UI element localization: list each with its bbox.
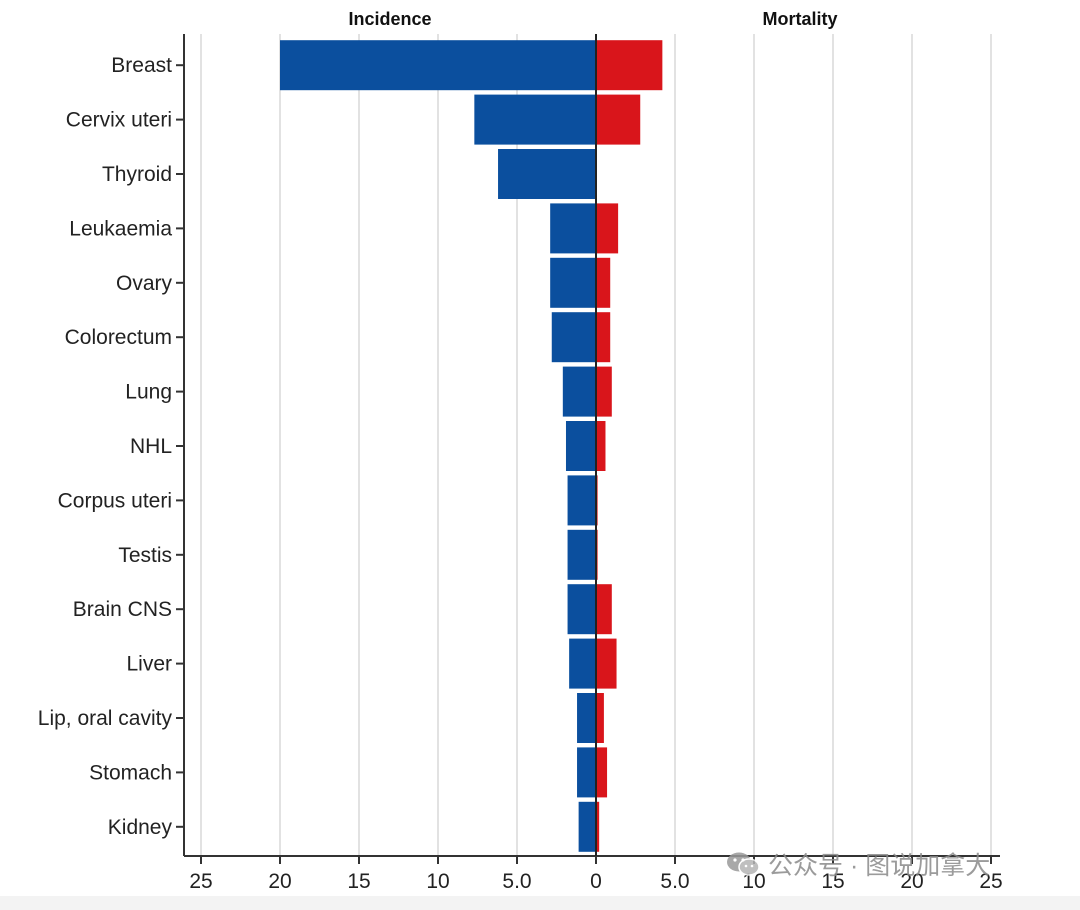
category-label-corpus-uteri: Corpus uteri [58, 489, 172, 512]
bottom-strip [0, 896, 1080, 910]
incidence-bar-colorectum [551, 312, 596, 363]
category-label-brain-cns: Brain CNS [73, 598, 172, 621]
incidence-bar-ovary [550, 257, 596, 308]
x-tick-label: 5.0 [502, 870, 531, 893]
incidence-bar-testis [567, 529, 596, 580]
incidence-bar-kidney [578, 801, 596, 852]
incidence-bar-stomach [577, 747, 596, 798]
category-label-cervix-uteri: Cervix uteri [66, 109, 172, 132]
watermark-text: 公众号 · 图说加拿大 [768, 852, 991, 880]
x-tick-label: 0 [590, 870, 602, 893]
x-tick-label: 10 [426, 870, 449, 893]
mortality-bar-kidney [596, 801, 600, 852]
mortality-bar-lung [596, 366, 612, 417]
incidence-bar-leukaemia [550, 203, 596, 254]
category-label-lip-oral-cavity: Lip, oral cavity [38, 707, 173, 730]
x-tick-label: 5.0 [660, 870, 689, 893]
x-tick-label: 20 [900, 870, 923, 893]
mortality-bar-brain-cns [596, 584, 612, 635]
category-label-thyroid: Thyroid [102, 163, 172, 186]
gridlines [200, 34, 992, 856]
mortality-bar-lip-oral-cavity [596, 693, 604, 743]
x-tick-label: 15 [821, 870, 844, 893]
incidence-bar-lung [562, 366, 596, 417]
x-tick-label: 25 [979, 870, 1002, 893]
bars [280, 40, 663, 852]
x-tick-label: 20 [268, 870, 291, 893]
incidence-bar-nhl [565, 421, 596, 471]
labels: Breast Cervix uteri Thyroid Leukaemia Ovary C… [38, 9, 1003, 893]
wechat-icon [726, 851, 760, 877]
panel-title-incidence: Incidence [348, 9, 431, 29]
mortality-bar-stomach [596, 747, 608, 798]
incidence-bar-brain-cns [567, 584, 596, 635]
watermark: 公众号 · 图说加拿大 [726, 846, 990, 882]
category-label-colorectum: Colorectum [65, 326, 172, 349]
incidence-bar-lip-oral-cavity [577, 693, 596, 743]
incidence-bar-liver [569, 638, 596, 689]
category-label-stomach: Stomach [89, 761, 172, 784]
incidence-bar-corpus-uteri [567, 475, 596, 526]
mortality-bar-breast [596, 40, 663, 91]
x-tick-label: 25 [189, 870, 212, 893]
incidence-bar-breast [280, 40, 596, 91]
category-label-leukaemia: Leukaemia [69, 217, 172, 240]
incidence-bar-cervix-uteri [474, 94, 596, 145]
mortality-bar-liver [596, 638, 617, 689]
category-label-breast: Breast [111, 54, 172, 77]
category-label-kidney: Kidney [108, 816, 173, 839]
panel-title-mortality: Mortality [762, 9, 837, 29]
x-tick-label: 15 [347, 870, 370, 893]
category-label-lung: Lung [125, 381, 172, 404]
category-label-ovary: Ovary [116, 272, 173, 295]
mortality-bar-nhl [596, 421, 606, 471]
mortality-bar-cervix-uteri [596, 94, 641, 145]
mortality-bar-colorectum [596, 312, 611, 363]
mortality-bar-leukaemia [596, 203, 619, 254]
category-label-nhl: NHL [130, 435, 172, 458]
incidence-bar-thyroid [498, 149, 596, 199]
mortality-bar-ovary [596, 257, 611, 308]
category-label-liver: Liver [126, 653, 172, 676]
category-label-testis: Testis [118, 544, 172, 567]
x-tick-label: 10 [742, 870, 765, 893]
axes [176, 34, 1000, 864]
